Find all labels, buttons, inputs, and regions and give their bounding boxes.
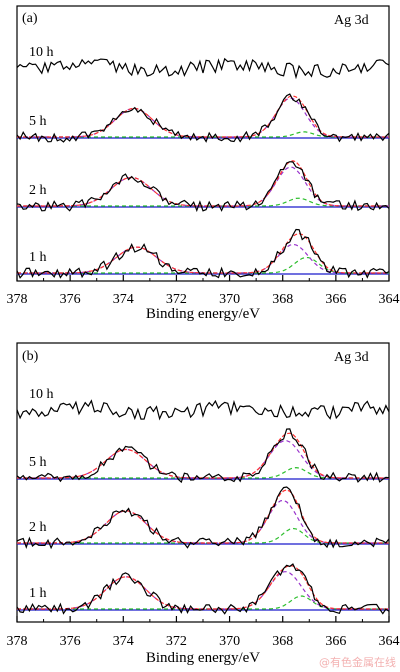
fit-envelope-5h [17, 432, 389, 479]
component-main-1h [17, 243, 389, 274]
series-label-2h: 2 h [29, 183, 47, 198]
x-tick-label-364: 364 [379, 634, 400, 649]
raw-spectrum-2h [16, 161, 390, 213]
x-tick-label-372: 372 [166, 634, 187, 649]
series-label-10h: 10 h [29, 387, 54, 402]
series-5h: 5 h [16, 428, 390, 484]
series-label-1h: 1 h [29, 586, 47, 601]
x-tick-label-378: 378 [7, 634, 28, 649]
x-tick-label-374: 374 [113, 634, 134, 649]
component-main-1h [17, 571, 389, 610]
panel-b: (b) Ag 3d 10 h5 h2 h1 h 378 376 374 372 370 3… [7, 342, 400, 666]
panel-b-label: (b) [22, 349, 39, 364]
panel-b-element-label: Ag 3d [334, 350, 369, 365]
raw-spectrum-1h [16, 228, 390, 279]
raw-spectrum-5h [16, 428, 390, 484]
raw-spectrum-5h [16, 93, 390, 143]
x-tick-label-374: 374 [113, 292, 134, 307]
component-main-2h [17, 166, 389, 207]
x-tick-label-368: 368 [272, 292, 293, 307]
raw-spectrum-2h [16, 486, 390, 550]
series-2h: 2 h [16, 160, 390, 213]
series-label-10h: 10 h [29, 45, 54, 60]
raw-spectrum-10h [16, 399, 390, 421]
x-tick-label-376: 376 [60, 292, 81, 307]
x-tick-label-372: 372 [166, 292, 187, 307]
panel-a-frame [16, 5, 390, 282]
series-1h: 1 h [16, 228, 390, 279]
component-main-2h [17, 499, 389, 544]
panel-b-frame [16, 342, 390, 623]
x-tick-label-370: 370 [219, 292, 240, 307]
series-10h: 10 h [16, 387, 390, 421]
x-tick-label-370: 370 [219, 634, 240, 649]
series-10h: 10 h [16, 45, 390, 80]
panel-b-series-layer: 10 h 5 h 2 h 1 h [16, 387, 390, 615]
x-tick-label-368: 368 [272, 634, 293, 649]
series-label-5h: 5 h [29, 114, 47, 129]
panel-a-element-label: Ag 3d [334, 13, 369, 28]
x-tick-label-366: 366 [325, 634, 346, 649]
fit-envelope-5h [17, 95, 389, 138]
component-minor-2h [17, 197, 389, 207]
fit-envelope-2h [17, 160, 389, 207]
raw-spectrum-10h [16, 57, 390, 80]
panel-a-series-layer: 10 h 5 h 2 h 1 h [16, 45, 390, 279]
series-label-1h: 1 h [29, 250, 47, 265]
series-label-5h: 5 h [29, 455, 47, 470]
component-main-5h [17, 97, 389, 138]
panel-a: (a) Ag 3d 10 h5 h2 h1 h 378 376 374 372 370 3… [7, 5, 400, 322]
series-label-2h: 2 h [29, 520, 47, 535]
panel-a-x-axis-title: Binding energy/eV [146, 306, 260, 322]
x-tick-label-376: 376 [60, 634, 81, 649]
panel-a-tick-layer: 378 376 374 372 370 368 366 364 [7, 275, 400, 307]
fit-envelope-1h [17, 565, 389, 610]
x-tick-label-378: 378 [7, 292, 28, 307]
panel-b-tick-layer: 378 376 374 372 370 368 366 364 [7, 616, 400, 649]
series-5h: 5 h [16, 93, 390, 143]
watermark-text: @有色金属在线 [319, 656, 396, 669]
panel-a-label: (a) [22, 11, 38, 26]
series-2h: 2 h [16, 486, 390, 550]
fit-envelope-2h [17, 489, 389, 544]
x-tick-label-364: 364 [379, 292, 400, 307]
series-1h: 1 h [16, 563, 390, 615]
panel-b-x-axis-title: Binding energy/eV [146, 650, 260, 666]
component-minor-1h [17, 595, 389, 610]
raw-spectrum-1h [16, 563, 390, 615]
x-tick-label-366: 366 [325, 292, 346, 307]
component-minor-2h [17, 527, 389, 544]
